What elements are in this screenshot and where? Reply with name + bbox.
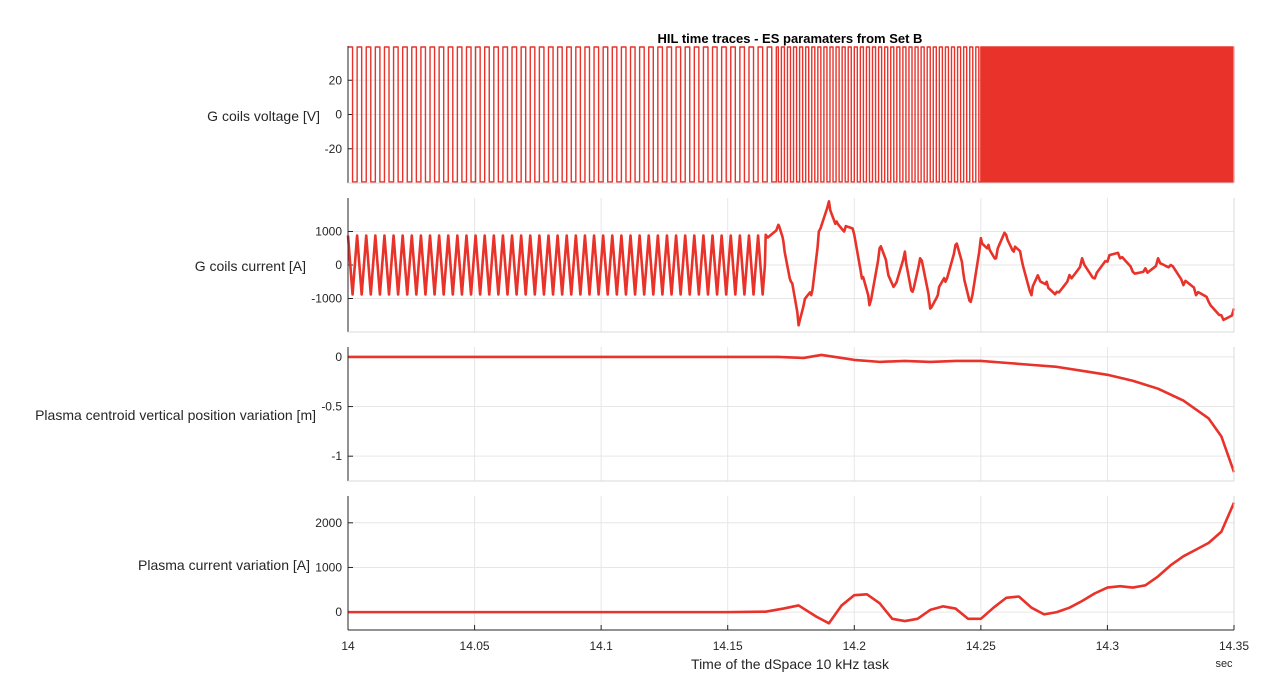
panel-plasma-current: Plasma current variation [A] 2000 1000 0 xyxy=(138,496,1236,631)
x-tick-label: 14.05 xyxy=(460,639,490,653)
ylabel-current: G coils current [A] xyxy=(195,258,306,274)
x-axis-unit: sec xyxy=(1215,658,1233,670)
plot-area-plasma_current xyxy=(348,496,1234,630)
x-axis: 14 14.05 14.1 14.15 14.2 14.25 14.3 14.35 xyxy=(341,625,1249,653)
y-tick-label: 20 xyxy=(329,73,343,87)
x-tick-label: 14.1 xyxy=(589,639,613,653)
y-tick-label: 0 xyxy=(335,258,342,272)
ylabel-voltage: G coils voltage [V] xyxy=(207,108,320,124)
y-tick-label: -1000 xyxy=(311,292,342,306)
y-tick-label: 2000 xyxy=(315,516,342,530)
panel-current: G coils current [A] 1000 0 -1000 xyxy=(195,198,1236,333)
ylabel-position: Plasma centroid vertical position variat… xyxy=(35,407,316,423)
x-tick-label: 14.25 xyxy=(966,639,996,653)
ylabel-plasma-current: Plasma current variation [A] xyxy=(138,557,310,573)
series-line-current xyxy=(346,200,1236,327)
y-tick-label: -0.5 xyxy=(321,400,342,414)
x-tick-label: 14.35 xyxy=(1219,639,1249,653)
panel-voltage: G coils voltage [V] 20 0 -20 xyxy=(207,46,1235,184)
series-line-plasma_current xyxy=(348,502,1236,625)
x-tick-label: 14.2 xyxy=(843,639,867,653)
y-tick-label: 0 xyxy=(335,605,342,619)
panel-position: Plasma centroid vertical position variat… xyxy=(35,347,1236,482)
series-line-position xyxy=(348,353,1236,473)
x-tick-label: 14 xyxy=(341,639,355,653)
y-tick-label: 0 xyxy=(335,350,342,364)
series-line-voltage xyxy=(348,46,1235,183)
y-tick-label: 0 xyxy=(335,108,342,122)
y-tick-label: 1000 xyxy=(315,560,342,574)
x-axis-label: Time of the dSpace 10 kHz task xyxy=(691,656,890,672)
y-tick-label: -20 xyxy=(325,142,343,156)
x-tick-label: 14.15 xyxy=(713,639,743,653)
chart-title: HIL time traces - ES paramaters from Set… xyxy=(658,31,923,46)
x-tick-label: 14.3 xyxy=(1096,639,1120,653)
y-tick-label: -1 xyxy=(331,449,342,463)
y-tick-label: 1000 xyxy=(315,225,342,239)
plot-area-position xyxy=(348,347,1234,481)
